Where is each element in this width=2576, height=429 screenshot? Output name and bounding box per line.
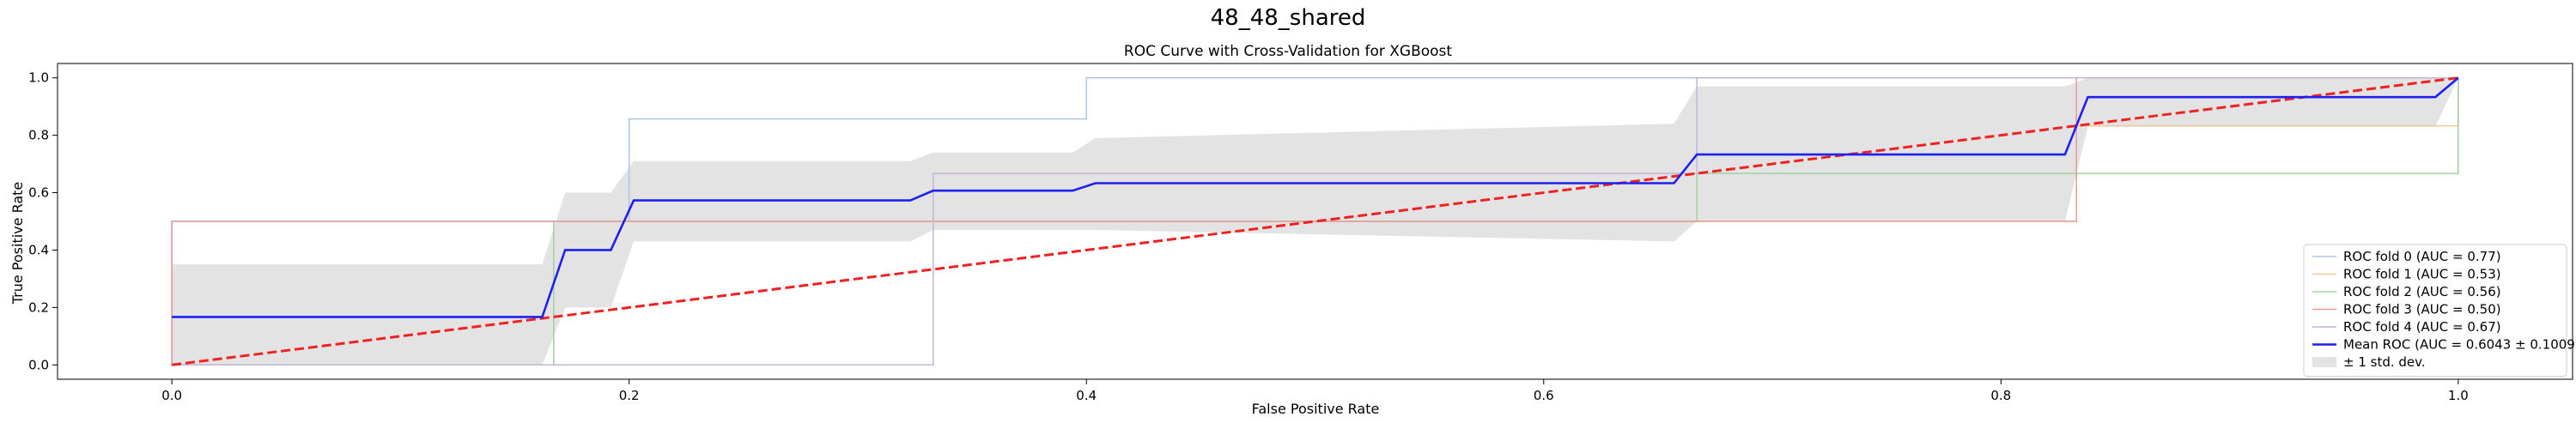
x-tick-label: 0.6 <box>1534 388 1554 403</box>
y-tick-label: 0.2 <box>28 299 49 315</box>
roc-fold-4-line <box>172 76 2458 366</box>
chart-title: ROC Curve with Cross-Validation for XGBo… <box>1124 43 1453 60</box>
legend: ROC fold 0 (AUC = 0.77) ROC fold 1 (AUC =… <box>2303 244 2576 377</box>
legend-label: ROC fold 3 (AUC = 0.50) <box>2343 302 2501 317</box>
y-tick-label: 0.0 <box>28 357 49 372</box>
y-tick-label: 1.0 <box>28 70 49 86</box>
y-axis-label: True Positive Rate <box>9 182 26 305</box>
axes-frame <box>57 63 2573 380</box>
x-axis-ticks: 0.0 0.2 0.4 0.6 0.8 1.0 <box>161 379 2469 403</box>
legend-label: Mean ROC (AUC = 0.6043 ± 0.1009) <box>2343 337 2576 353</box>
legend-swatch-band <box>2312 357 2336 367</box>
legend-label: ROC fold 1 (AUC = 0.53) <box>2343 267 2501 282</box>
legend-label: ROC fold 4 (AUC = 0.67) <box>2343 319 2501 335</box>
y-tick-label: 0.6 <box>28 185 49 201</box>
y-tick-label: 0.8 <box>28 128 49 143</box>
mean-curve-layer <box>172 76 2459 318</box>
legend-box <box>2303 244 2567 377</box>
x-tick-label: 0.0 <box>161 388 182 403</box>
y-tick-label: 0.4 <box>28 242 49 257</box>
legend-label: ± 1 std. dev. <box>2343 354 2426 370</box>
plot-area <box>171 76 2459 366</box>
legend-label: ROC fold 2 (AUC = 0.56) <box>2343 284 2501 299</box>
x-tick-label: 1.0 <box>2448 388 2469 403</box>
y-axis-ticks: 0.0 0.2 0.4 0.6 0.8 1.0 <box>28 70 58 372</box>
x-axis-label: False Positive Rate <box>1252 401 1380 417</box>
fold-curves-layer <box>171 76 2459 366</box>
x-tick-label: 0.4 <box>1076 388 1097 403</box>
x-tick-label: 0.2 <box>619 388 640 403</box>
x-tick-label: 0.8 <box>1990 388 2011 403</box>
chart-suptitle: 48_48_shared <box>1211 5 1366 31</box>
legend-label: ROC fold 0 (AUC = 0.77) <box>2343 249 2501 264</box>
mean-roc-line <box>172 76 2459 318</box>
